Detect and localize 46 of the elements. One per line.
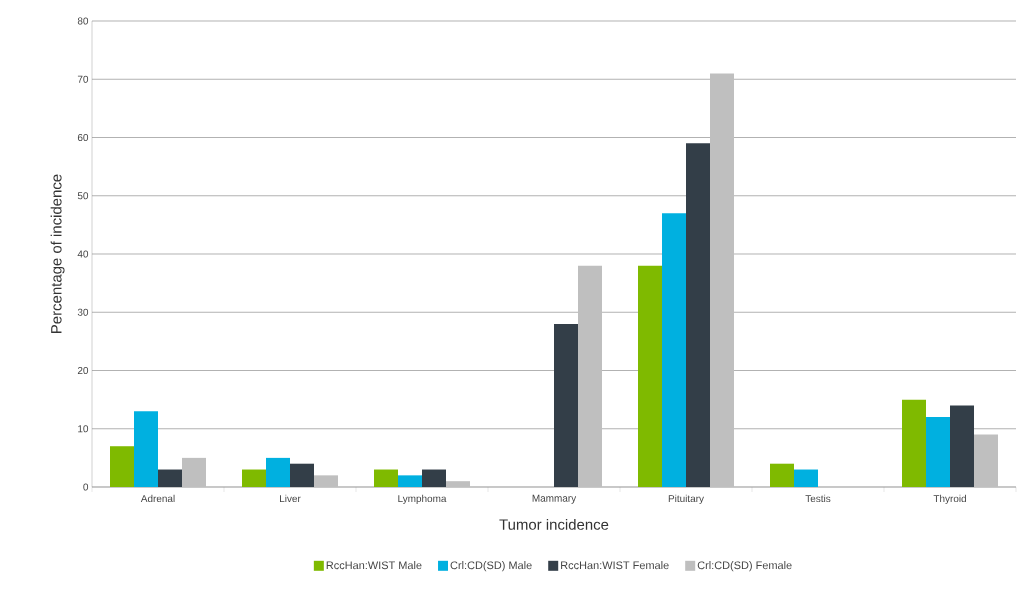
x-axis-title: Tumor incidence xyxy=(499,518,609,530)
y-tick-label: 40 xyxy=(77,250,89,258)
x-tick-label: Thyroid xyxy=(933,494,966,505)
bar xyxy=(578,265,602,487)
x-tick-label: Pituitary xyxy=(668,494,704,505)
bar xyxy=(974,434,998,487)
bar xyxy=(134,411,158,487)
bar xyxy=(290,463,314,487)
bar xyxy=(902,399,926,487)
bar xyxy=(770,463,794,487)
bar xyxy=(242,469,266,487)
bar xyxy=(110,446,134,487)
legend-label: RccHan:WIST Male xyxy=(326,561,422,570)
x-tick-label: Testis xyxy=(805,494,831,503)
y-tick-label: 50 xyxy=(77,192,89,200)
x-tick-label: Adrenal xyxy=(140,494,175,503)
y-tick-label: 30 xyxy=(77,308,89,316)
bar xyxy=(926,417,950,487)
bar xyxy=(374,469,398,487)
bar xyxy=(314,475,338,487)
bar xyxy=(794,469,818,487)
bar xyxy=(554,323,578,487)
legend-label: RccHan:WIST Female xyxy=(561,561,669,570)
bar xyxy=(158,469,182,487)
bar xyxy=(422,469,446,487)
y-tick-label: 60 xyxy=(77,133,89,142)
bar xyxy=(398,475,422,487)
bar xyxy=(950,405,974,487)
legend-label: Crl:CD(SD) Female xyxy=(697,561,792,572)
bar xyxy=(266,457,290,487)
bar xyxy=(710,73,734,487)
legend-label: Crl:CD(SD) Male xyxy=(450,561,532,572)
bar xyxy=(686,143,710,487)
y-tick-label: 10 xyxy=(78,425,89,433)
x-tick-label: Mammary xyxy=(532,494,577,504)
bar xyxy=(446,481,470,487)
y-tick-label: 0 xyxy=(83,483,89,491)
x-tick-label: Liver xyxy=(280,494,301,503)
bar xyxy=(182,457,206,487)
y-tick-label: 20 xyxy=(77,366,89,375)
y-tick-label: 70 xyxy=(77,75,89,83)
x-tick-label: Lymphoma xyxy=(398,494,447,505)
y-axis-title: Percentage of incidence xyxy=(50,174,65,333)
bar xyxy=(662,213,686,487)
y-tick-label: 80 xyxy=(77,17,89,25)
bar xyxy=(638,265,662,487)
